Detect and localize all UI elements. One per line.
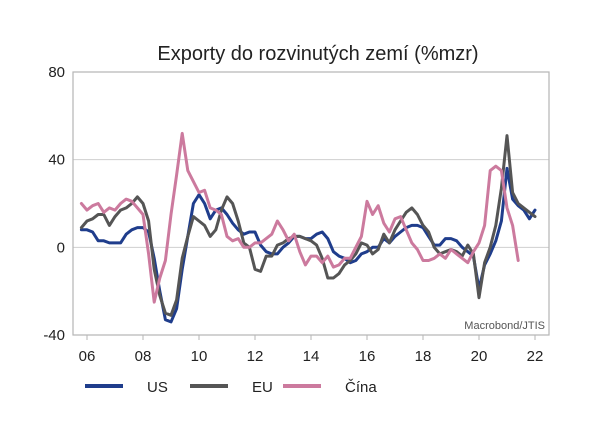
y-tick-label: 0	[57, 239, 65, 256]
legend-label: US	[147, 379, 168, 396]
legend: US EU Čína	[85, 379, 377, 396]
x-tick-label: 22	[527, 348, 544, 365]
y-tick-label: 80	[48, 64, 65, 81]
x-tick-label: 12	[247, 348, 264, 365]
x-tick-label: 10	[191, 348, 208, 365]
x-tick-label: 16	[359, 348, 376, 365]
y-axis: 80 40 0 -40	[43, 64, 65, 344]
x-tick-label: 08	[135, 348, 152, 365]
x-tick-label: 14	[303, 348, 320, 365]
series-line-1	[79, 134, 537, 317]
x-tick-label: 20	[471, 348, 488, 365]
series-layer	[79, 131, 537, 324]
x-axis: 06 08 10 12 14 16 18 20 22	[79, 335, 544, 365]
chart-title: Exporty do rozvinutých zemí (%mzr)	[157, 43, 478, 65]
legend-label: EU	[252, 379, 273, 396]
series-line-2	[79, 131, 520, 304]
y-tick-label: -40	[43, 327, 65, 344]
x-tick-label: 18	[415, 348, 432, 365]
source-note: Macrobond/JTIS	[464, 320, 545, 332]
y-tick-label: 40	[48, 152, 65, 169]
legend-label: Čína	[345, 379, 377, 396]
x-tick-label: 06	[79, 348, 96, 365]
